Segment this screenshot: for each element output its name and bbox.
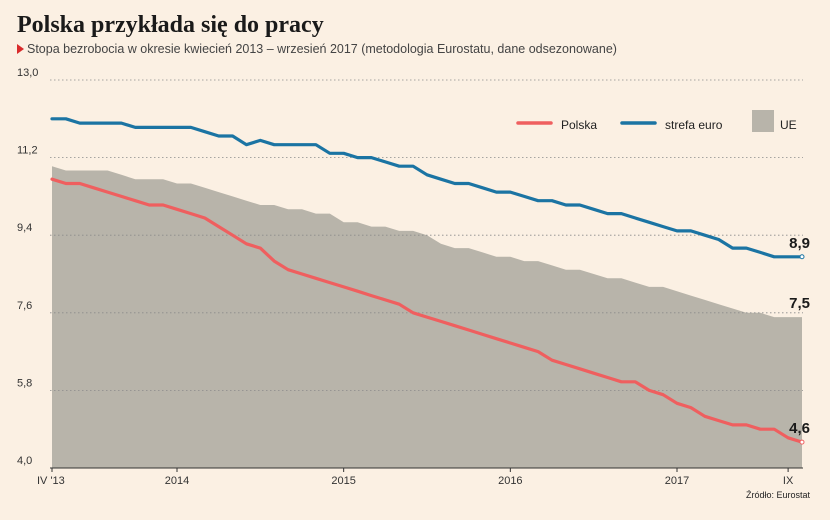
chart-subtitle: Stopa bezrobocia w okresie kwiecień 2013… <box>27 42 617 56</box>
legend-swatch-ue <box>752 110 774 132</box>
series-line-strefa-euro <box>50 117 804 259</box>
chart-subtitle-row: Stopa bezrobocia w okresie kwiecień 2013… <box>17 42 617 56</box>
y-tick-label: 7,6 <box>17 300 32 312</box>
legend-label-ue: UE <box>780 118 797 132</box>
y-tick-label: 9,4 <box>17 222 32 234</box>
series-line-polska <box>50 177 804 444</box>
x-tick-label: IX <box>783 475 794 487</box>
y-tick-label: 11,2 <box>17 145 38 157</box>
x-tick-label: 2015 <box>331 475 355 487</box>
x-tick-label: IV '13 <box>37 475 65 487</box>
x-tick-label: 2016 <box>498 475 522 487</box>
source-note: Źródło: Eurostat <box>745 490 810 500</box>
end-value-label: 4,6 <box>789 420 810 437</box>
legend-label-strefa-euro: strefa euro <box>665 118 723 132</box>
series-end-point <box>799 439 805 445</box>
series-end-point <box>799 254 805 260</box>
end-value-label: 7,5 <box>789 295 810 312</box>
y-tick-label: 4,0 <box>17 455 32 467</box>
x-tick-label: 2014 <box>165 475 189 487</box>
legend-label-polska: Polska <box>561 118 597 132</box>
y-tick-label: 5,8 <box>17 377 32 389</box>
end-value-label: 8,9 <box>789 235 810 252</box>
chart-title: Polska przykłada się do pracy <box>17 12 324 38</box>
y-tick-label: 13,0 <box>17 67 38 79</box>
x-tick-label: 2017 <box>665 475 689 487</box>
red-triangle-marker-icon <box>17 44 24 54</box>
